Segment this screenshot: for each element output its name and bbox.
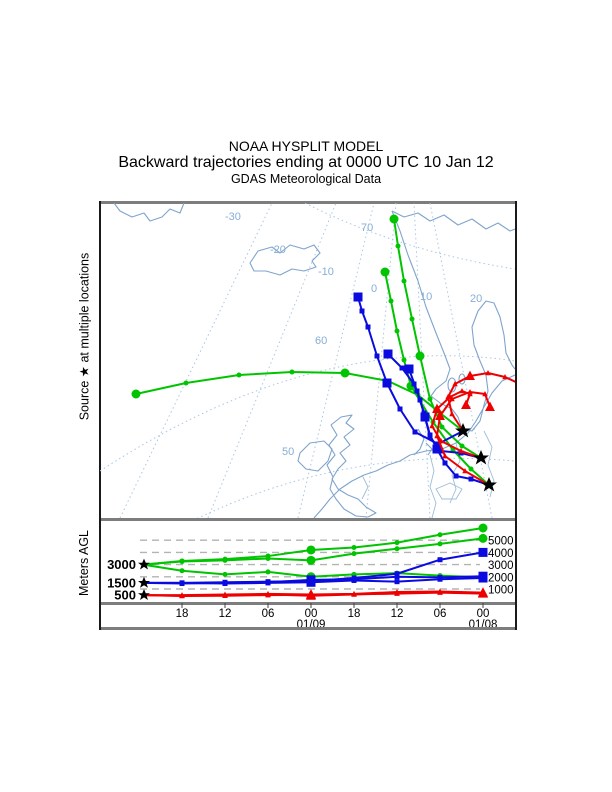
svg-text:00: 00 [477,608,490,620]
svg-text:18: 18 [176,608,189,620]
svg-text:1000: 1000 [488,585,514,597]
met-data-subtitle: GDAS Meteorological Data [230,172,382,186]
frame-outer-bottom [100,627,517,630]
svg-text:01/09: 01/09 [297,619,326,627]
coastline-greenland [113,203,185,222]
title-block: NOAA HYSPLIT MODEL Backward trajectories… [0,138,612,187]
coastline-great-britain [326,414,377,518]
svg-text:70: 70 [361,222,373,234]
svg-text:5000: 5000 [488,536,514,548]
agl-side-label: Meters AGL [77,530,91,596]
svg-text:0: 0 [371,283,377,295]
svg-text:500: 500 [114,588,136,603]
map-trajectories [131,214,515,486]
agl-series [142,523,488,600]
map-side-label: Source ★ at multiple locations [77,252,92,421]
frame-right [515,201,517,630]
svg-text:4000: 4000 [488,548,514,560]
frame-agl-bottom [100,602,517,605]
svg-text:01/08: 01/08 [469,619,498,627]
svg-text:06: 06 [434,608,447,620]
svg-text:3000: 3000 [107,557,136,572]
coastline-denmark [413,428,433,456]
svg-text:20: 20 [470,293,482,305]
frame-top [100,201,517,204]
coastline-iceland [249,244,321,276]
svg-text:06: 06 [262,608,275,620]
svg-text:3000: 3000 [488,560,514,572]
trajectory-map: -30 -20 -10 0 10 20 70 60 50 [100,203,515,518]
svg-text:10: 10 [420,291,432,303]
svg-text:-10: -10 [318,266,334,278]
coastline-scandinavia [391,210,515,432]
svg-text:12: 12 [219,608,232,620]
svg-text:50: 50 [282,446,294,458]
coastline-arctic-norway [391,210,515,232]
svg-text:18: 18 [348,608,361,620]
svg-text:-20: -20 [270,244,286,256]
graticule-labels: -30 -20 -10 0 10 20 70 60 50 [225,211,482,458]
svg-text:60: 60 [315,335,327,347]
country-borders [361,430,495,518]
svg-text:1500: 1500 [107,575,136,590]
svg-text:2000: 2000 [488,572,514,584]
svg-text:-30: -30 [225,211,241,223]
svg-text:00: 00 [305,608,318,620]
svg-text:12: 12 [391,608,404,620]
coastline-ireland [297,440,333,472]
source-stars [455,423,497,492]
frame-left [99,201,101,630]
model-title: NOAA HYSPLIT MODEL [228,138,384,154]
coastline-channel [313,454,411,518]
frame-map-bottom [100,518,517,521]
figure-title: Backward trajectories ending at 0000 UTC… [118,154,494,171]
coastlines [113,203,515,518]
